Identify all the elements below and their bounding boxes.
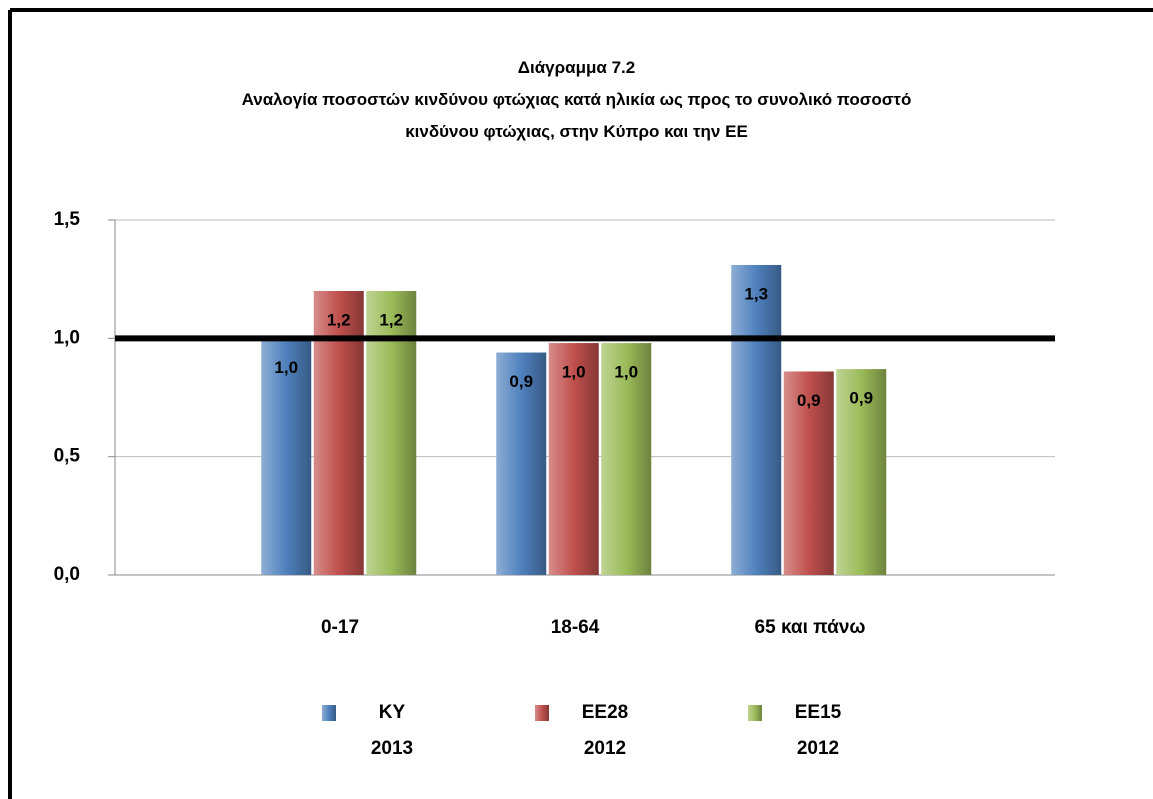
x-tick-label: 18-64	[551, 617, 600, 638]
bar	[731, 264, 782, 575]
data-label: 1,2	[327, 310, 351, 329]
bar	[548, 343, 599, 575]
y-tick-label: 0,5	[54, 446, 81, 467]
data-label: 0,9	[797, 391, 821, 410]
legend-swatch	[748, 705, 762, 721]
legend-swatch	[535, 705, 549, 721]
data-label: 1,2	[379, 310, 403, 329]
bar	[313, 291, 364, 575]
x-tick-label: 0-17	[321, 617, 359, 638]
data-label: 1,0	[614, 363, 638, 382]
bar	[366, 291, 417, 575]
bar	[496, 352, 547, 575]
bar	[261, 338, 312, 575]
y-tick-label: 1,0	[54, 327, 80, 348]
bar	[601, 343, 652, 575]
bar	[783, 371, 834, 575]
legend-swatch	[322, 705, 336, 721]
data-label: 0,9	[509, 372, 533, 391]
legend-entry: ΕΕ28 2012	[581, 702, 629, 759]
y-tick-label: 1,5	[54, 209, 81, 230]
legend-entry: ΕΕ15 2012	[794, 702, 842, 759]
data-label: 1,0	[562, 363, 586, 382]
legend-entry: ΚΥ 2013	[370, 702, 414, 759]
chart-subtitle: Αναλογία ποσοστών κινδύνου φτώχιας κατά …	[241, 90, 912, 141]
y-tick-label: 0,0	[54, 564, 80, 585]
bar	[836, 369, 887, 575]
chart-title: Διάγραμμα 7.2	[517, 58, 636, 77]
data-label: 1,3	[744, 284, 768, 303]
x-tick-label: 65 και πάνω	[755, 617, 866, 638]
data-label: 0,9	[849, 389, 873, 408]
data-label: 1,0	[274, 358, 298, 377]
